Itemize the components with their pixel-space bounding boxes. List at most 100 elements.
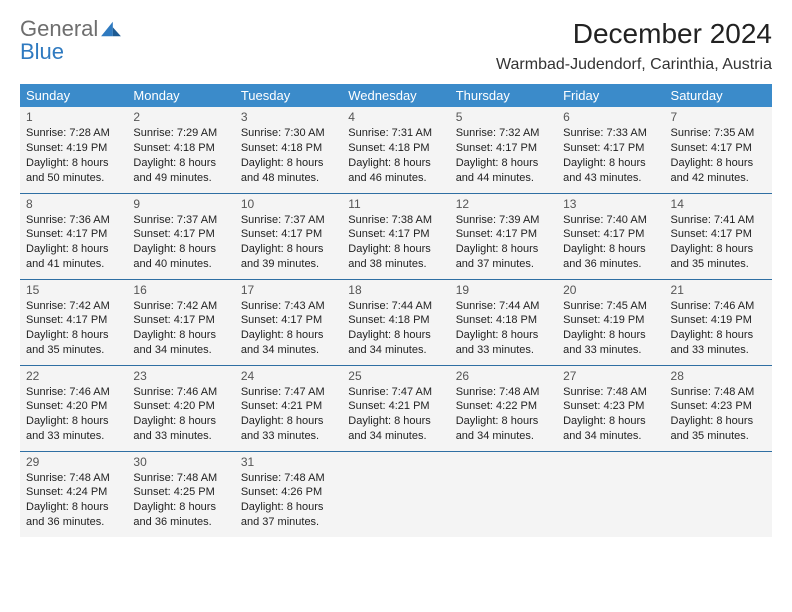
calendar-row: 22Sunrise: 7:46 AMSunset: 4:20 PMDayligh… — [20, 365, 772, 451]
day-header: Saturday — [665, 84, 772, 107]
calendar-cell: 13Sunrise: 7:40 AMSunset: 4:17 PMDayligh… — [557, 193, 664, 279]
calendar-cell: 14Sunrise: 7:41 AMSunset: 4:17 PMDayligh… — [665, 193, 772, 279]
calendar-table: Sunday Monday Tuesday Wednesday Thursday… — [20, 84, 772, 537]
day-number: 20 — [563, 283, 658, 297]
logo: General Blue — [20, 18, 122, 64]
calendar-cell: 11Sunrise: 7:38 AMSunset: 4:17 PMDayligh… — [342, 193, 449, 279]
daylight-text: Daylight: 8 hours and 46 minutes. — [348, 156, 443, 186]
sunset-text: Sunset: 4:25 PM — [133, 485, 228, 500]
calendar-cell: 21Sunrise: 7:46 AMSunset: 4:19 PMDayligh… — [665, 279, 772, 365]
calendar-cell — [557, 451, 664, 537]
sunset-text: Sunset: 4:17 PM — [456, 141, 551, 156]
sunset-text: Sunset: 4:17 PM — [133, 313, 228, 328]
sunset-text: Sunset: 4:17 PM — [563, 141, 658, 156]
day-header: Thursday — [450, 84, 557, 107]
sunset-text: Sunset: 4:17 PM — [26, 227, 121, 242]
sunrise-text: Sunrise: 7:39 AM — [456, 213, 551, 228]
calendar-cell: 5Sunrise: 7:32 AMSunset: 4:17 PMDaylight… — [450, 107, 557, 193]
calendar-row: 15Sunrise: 7:42 AMSunset: 4:17 PMDayligh… — [20, 279, 772, 365]
sunset-text: Sunset: 4:17 PM — [133, 227, 228, 242]
calendar-cell — [665, 451, 772, 537]
day-number: 17 — [241, 283, 336, 297]
calendar-cell: 20 Sunrise: 7:45 AMSunset: 4:19 PMDayligh… — [557, 279, 664, 365]
sunrise-text: Sunrise: 7:29 AM — [133, 126, 228, 141]
logo-text-blue: Blue — [20, 39, 64, 64]
sunrise-text: Sunrise: 7:43 AM — [241, 299, 336, 314]
day-number: 9 — [133, 197, 228, 211]
sunrise-text: Sunrise: 7:42 AM — [133, 299, 228, 314]
calendar-cell: 25Sunrise: 7:47 AMSunset: 4:21 PMDayligh… — [342, 365, 449, 451]
day-number: 2 — [133, 110, 228, 124]
sunset-text: Sunset: 4:18 PM — [456, 313, 551, 328]
day-number: 26 — [456, 369, 551, 383]
sunset-text: Sunset: 4:19 PM — [26, 141, 121, 156]
sunrise-text: Sunrise: 7:38 AM — [348, 213, 443, 228]
sunrise-text: Sunrise: 7:41 AM — [671, 213, 766, 228]
sunset-text: Sunset: 4:18 PM — [241, 141, 336, 156]
sunset-text: Sunset: 4:19 PM — [563, 313, 658, 328]
sunrise-text: Sunrise: 7:35 AM — [671, 126, 766, 141]
day-number: 7 — [671, 110, 766, 124]
sunset-text: Sunset: 4:24 PM — [26, 485, 121, 500]
day-number: 19 — [456, 283, 551, 297]
day-number: 4 — [348, 110, 443, 124]
sunrise-text: Sunrise: 7:47 AM — [348, 385, 443, 400]
calendar-cell: 17Sunrise: 7:43 AMSunset: 4:17 PMDayligh… — [235, 279, 342, 365]
day-number: 5 — [456, 110, 551, 124]
daylight-text: Daylight: 8 hours and 34 minutes. — [133, 328, 228, 358]
sunrise-text: Sunrise: 7:44 AM — [348, 299, 443, 314]
daylight-text: Daylight: 8 hours and 37 minutes. — [241, 500, 336, 530]
daylight-text: Daylight: 8 hours and 41 minutes. — [26, 242, 121, 272]
day-number: 27 — [563, 369, 658, 383]
daylight-text: Daylight: 8 hours and 49 minutes. — [133, 156, 228, 186]
daylight-text: Daylight: 8 hours and 39 minutes. — [241, 242, 336, 272]
sunrise-text: Sunrise: 7:48 AM — [671, 385, 766, 400]
sunset-text: Sunset: 4:22 PM — [456, 399, 551, 414]
daylight-text: Daylight: 8 hours and 35 minutes. — [671, 242, 766, 272]
calendar-cell: 26Sunrise: 7:48 AMSunset: 4:22 PMDayligh… — [450, 365, 557, 451]
daylight-text: Daylight: 8 hours and 36 minutes. — [563, 242, 658, 272]
sunrise-text: Sunrise: 7:31 AM — [348, 126, 443, 141]
sunrise-text: Sunrise: 7:42 AM — [26, 299, 121, 314]
day-number: 31 — [241, 455, 336, 469]
day-header-row: Sunday Monday Tuesday Wednesday Thursday… — [20, 84, 772, 107]
day-number: 12 — [456, 197, 551, 211]
calendar-cell — [342, 451, 449, 537]
sunrise-text: Sunrise: 7:46 AM — [133, 385, 228, 400]
day-header: Sunday — [20, 84, 127, 107]
daylight-text: Daylight: 8 hours and 36 minutes. — [133, 500, 228, 530]
calendar-cell: 16Sunrise: 7:42 AMSunset: 4:17 PMDayligh… — [127, 279, 234, 365]
day-number: 6 — [563, 110, 658, 124]
sunrise-text: Sunrise: 7:40 AM — [563, 213, 658, 228]
daylight-text: Daylight: 8 hours and 35 minutes. — [26, 328, 121, 358]
day-header: Monday — [127, 84, 234, 107]
calendar-cell: 19 Sunrise: 7:44 AMSunset: 4:18 PMDayligh… — [450, 279, 557, 365]
sunset-text: Sunset: 4:20 PM — [26, 399, 121, 414]
sunset-text: Sunset: 4:20 PM — [133, 399, 228, 414]
daylight-text: Daylight: 8 hours and 33 minutes. — [456, 328, 551, 358]
calendar-cell: 31Sunrise: 7:48 AMSunset: 4:26 PMDayligh… — [235, 451, 342, 537]
day-number: 10 — [241, 197, 336, 211]
sunrise-text: Sunrise: 7:44 AM — [456, 299, 551, 314]
day-number: 28 — [671, 369, 766, 383]
daylight-text: Daylight: 8 hours and 33 minutes. — [563, 328, 658, 358]
day-number: 25 — [348, 369, 443, 383]
sunset-text: Sunset: 4:17 PM — [26, 313, 121, 328]
daylight-text: Daylight: 8 hours and 34 minutes. — [348, 414, 443, 444]
day-number: 30 — [133, 455, 228, 469]
daylight-text: Daylight: 8 hours and 38 minutes. — [348, 242, 443, 272]
sunrise-text: Sunrise: 7:48 AM — [563, 385, 658, 400]
daylight-text: Daylight: 8 hours and 34 minutes. — [241, 328, 336, 358]
calendar-cell: 30Sunrise: 7:48 AMSunset: 4:25 PMDayligh… — [127, 451, 234, 537]
calendar-cell: 22Sunrise: 7:46 AMSunset: 4:20 PMDayligh… — [20, 365, 127, 451]
sunrise-text: Sunrise: 7:33 AM — [563, 126, 658, 141]
day-number: 11 — [348, 197, 443, 211]
sunset-text: Sunset: 4:18 PM — [348, 313, 443, 328]
sunset-text: Sunset: 4:21 PM — [241, 399, 336, 414]
daylight-text: Daylight: 8 hours and 33 minutes. — [133, 414, 228, 444]
sunrise-text: Sunrise: 7:48 AM — [241, 471, 336, 486]
day-number: 13 — [563, 197, 658, 211]
calendar-cell: 1Sunrise: 7:28 AMSunset: 4:19 PMDaylight… — [20, 107, 127, 193]
sunrise-text: Sunrise: 7:45 AM — [563, 299, 658, 314]
calendar-cell: 7Sunrise: 7:35 AMSunset: 4:17 PMDaylight… — [665, 107, 772, 193]
